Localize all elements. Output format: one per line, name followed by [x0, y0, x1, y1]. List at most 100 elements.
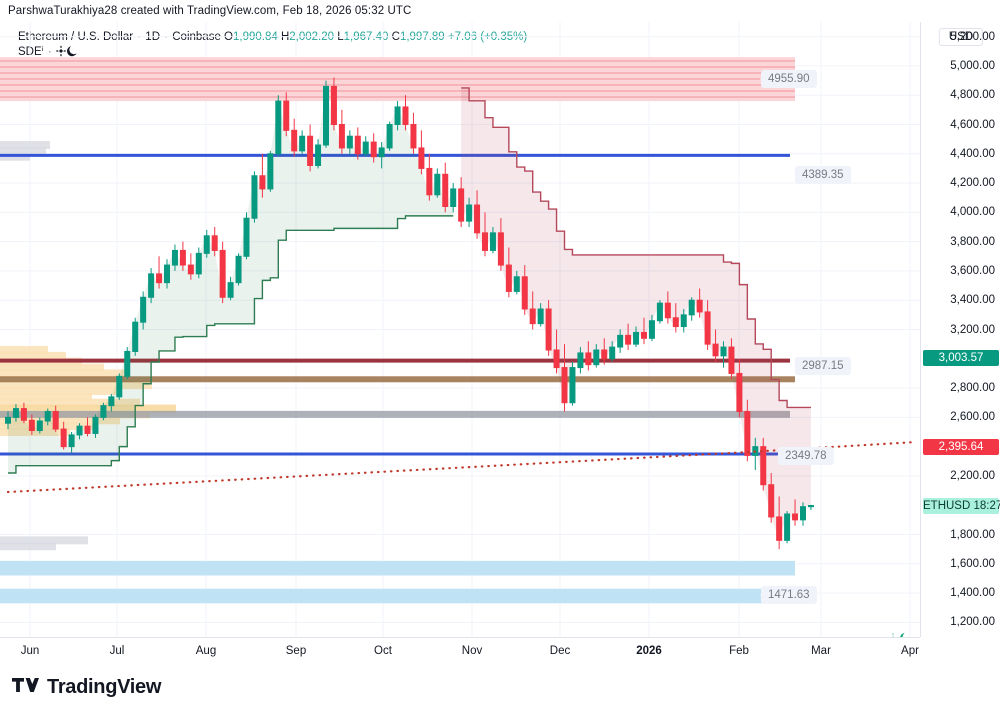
- price-tick: 1,200.00: [950, 616, 995, 629]
- candle-body: [672, 317, 679, 328]
- volume-profile-bar: [0, 404, 176, 413]
- candle-body: [545, 308, 552, 351]
- candle-body: [187, 264, 194, 275]
- candle-body: [442, 173, 449, 208]
- demand-zone-upper: [0, 560, 795, 576]
- candle-body: [219, 249, 226, 298]
- candle-body: [792, 513, 799, 521]
- candle-body: [203, 235, 210, 254]
- candle-body: [140, 296, 147, 323]
- candle-body: [641, 331, 647, 339]
- volume-profile-bar: [0, 536, 88, 545]
- price-tick: 2,800.00: [950, 382, 995, 395]
- moon-icon: [888, 630, 914, 637]
- price-tick: 3,200.00: [950, 323, 995, 336]
- price-tick: 4,200.00: [950, 177, 995, 190]
- candle-body: [116, 375, 123, 398]
- resistance-line-tag[interactable]: 4389.35: [794, 166, 851, 184]
- candle-body: [211, 235, 218, 251]
- candle-body: [609, 346, 616, 360]
- supertrend-band: [8, 86, 811, 541]
- volume-profile-bar: [0, 398, 140, 407]
- pivot-line-tag[interactable]: 2987.15: [794, 357, 851, 375]
- candle-body: [12, 408, 19, 418]
- price-tick: 2,600.00: [950, 411, 995, 424]
- tradingview-brand[interactable]: TradingView: [12, 676, 161, 699]
- candle-body: [704, 311, 711, 345]
- candle-body: [386, 124, 393, 149]
- candle-body: [124, 350, 131, 377]
- volume-profile-bar: [0, 146, 46, 155]
- time-tick: Feb: [729, 645, 749, 657]
- price-tick: 4,000.00: [950, 206, 995, 219]
- candle-body: [633, 331, 640, 345]
- price-tick: 3,400.00: [950, 294, 995, 307]
- currency-badge[interactable]: USD: [938, 28, 984, 46]
- candlestick-series: [5, 77, 814, 550]
- candle-body: [307, 135, 314, 167]
- attribution-text: ParshwaTurakhiya28 created with TradingV…: [8, 5, 412, 17]
- price-tick: 2,200.00: [950, 469, 995, 482]
- candle-body: [100, 405, 107, 418]
- candle-body: [434, 173, 441, 196]
- candle-body: [736, 372, 743, 412]
- supertrend-line: [8, 87, 811, 474]
- support-line-tag[interactable]: 2349.78: [777, 447, 834, 465]
- sun-moon-icon: [56, 45, 78, 62]
- candle-body: [299, 135, 306, 152]
- volume-profile-bar: [0, 392, 92, 401]
- price-axis[interactable]: USD 5,200.00 5,000.00 4,800.00 4,600.00 4,40…: [920, 22, 1000, 637]
- demand-zone-tag[interactable]: 1471.63: [760, 586, 817, 604]
- candle-body: [656, 302, 663, 322]
- candle-body: [132, 321, 139, 352]
- candle-body: [283, 100, 290, 131]
- candle-body: [5, 416, 11, 424]
- candle-body: [354, 135, 361, 155]
- candle-body: [156, 273, 163, 284]
- candle-body: [664, 302, 671, 319]
- candle-body: [259, 175, 266, 190]
- candle-body: [505, 264, 512, 292]
- candle-body: [235, 255, 242, 284]
- candle-body: [370, 141, 377, 158]
- price-tick: 5,000.00: [950, 59, 995, 72]
- candle-body: [784, 513, 791, 541]
- candle-body: [20, 408, 27, 421]
- candle-body: [402, 106, 409, 126]
- time-tick: Aug: [195, 645, 217, 657]
- countdown-symbol: ETHUSD: [923, 499, 971, 512]
- candle-body: [323, 85, 329, 146]
- chart-plot-area[interactable]: [0, 22, 920, 637]
- supertrend-step-line: [461, 87, 811, 409]
- candle-body: [712, 343, 719, 357]
- time-axis[interactable]: Jun Jul Aug Sep Oct Nov Dec 2026 Feb Mar Apr: [0, 637, 920, 666]
- candle-body: [521, 276, 528, 310]
- candle-body: [537, 308, 544, 325]
- candle-body: [76, 425, 83, 436]
- time-tick: Jun: [20, 645, 40, 657]
- volume-profile-bar: [0, 141, 50, 149]
- candle-body: [52, 411, 59, 430]
- candle-body: [171, 249, 178, 266]
- candle-body: [450, 188, 457, 208]
- candle-body: [195, 252, 202, 275]
- volume-profile-bar: [0, 346, 48, 354]
- zone-overlays: [0, 57, 795, 604]
- candle-body: [418, 147, 425, 169]
- candle-body: [601, 349, 608, 360]
- legend-separator-3: ·: [47, 45, 52, 58]
- candle-body: [617, 334, 624, 348]
- tradingview-wordmark: TradingView: [47, 676, 162, 698]
- candle-body: [529, 308, 536, 325]
- candle-body: [108, 396, 115, 407]
- candle-body: [474, 204, 481, 234]
- candle-body: [760, 446, 767, 486]
- volume-profile-bar: [0, 369, 130, 378]
- data-source-label: SDEⁱ: [18, 45, 44, 58]
- candle-body: [561, 367, 568, 404]
- candle-body: [227, 282, 234, 298]
- candle-body: [330, 85, 337, 126]
- last-price-badge: 3,003.57: [923, 350, 999, 367]
- candle-body: [346, 135, 353, 149]
- resistance-zone-tag[interactable]: 4955.90: [760, 70, 817, 88]
